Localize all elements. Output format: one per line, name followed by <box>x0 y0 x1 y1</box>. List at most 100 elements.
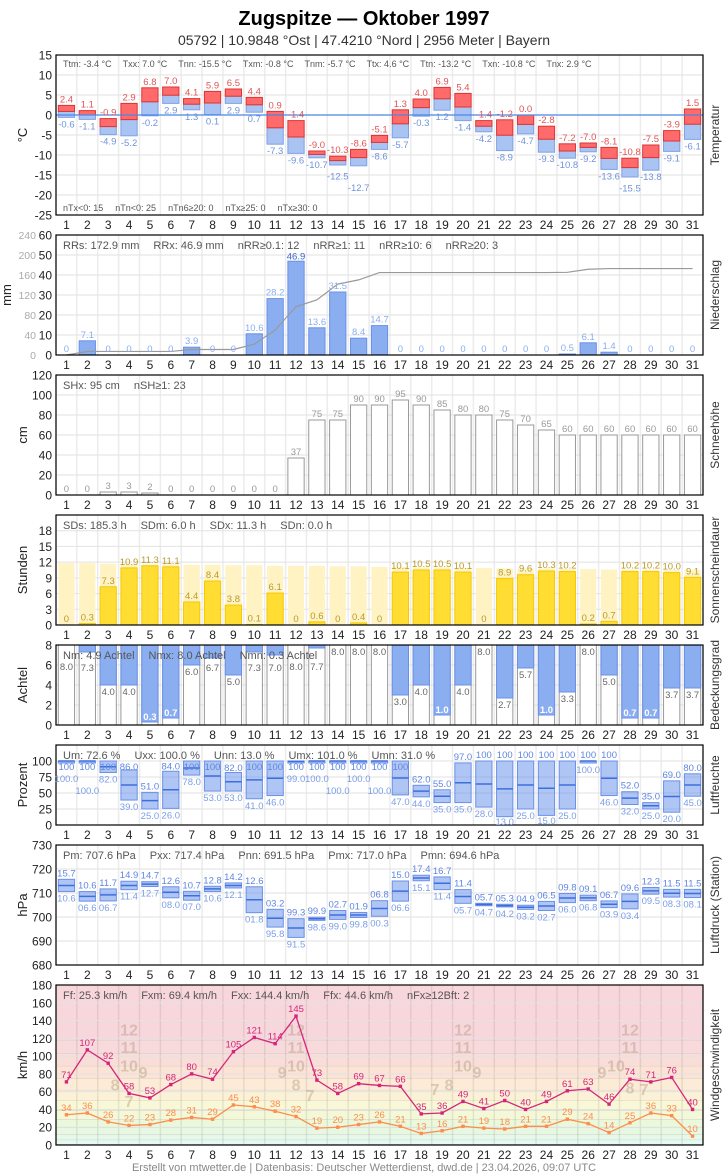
y-tick-label: 2 <box>45 699 52 713</box>
x-tick-label: 17 <box>394 218 408 232</box>
humidity-min-label: 53.0 <box>203 793 222 804</box>
summary-stats: Ttm: -3.4 °C Txx: 7.0 °C Tnn: -15.5 °C Txm:… <box>63 59 592 69</box>
tmax-label: 5.4 <box>456 82 469 93</box>
tmax-bar <box>141 87 159 103</box>
gust-point <box>544 1099 549 1104</box>
tmax-bar <box>391 109 410 125</box>
stat-item: Nm: 4.9 Achtel <box>63 650 135 662</box>
x-tick-label: 23 <box>519 498 533 512</box>
pressure-min-label: 99.8 <box>349 919 368 930</box>
plot-frame <box>55 984 704 1146</box>
mean-wind-label: 36 <box>646 1101 657 1112</box>
tmax-bar <box>454 92 472 108</box>
clear-sky-bar <box>558 644 576 693</box>
x-tick-label: 13 <box>310 968 324 982</box>
gust-label: 145 <box>288 1004 304 1015</box>
tmax-label: 7.0 <box>164 76 177 87</box>
x-tick-label: 30 <box>665 968 679 982</box>
humidity-min-label: 25.0 <box>558 811 577 822</box>
x-tick-label: 16 <box>373 498 387 512</box>
tmax-label: -8.6 <box>350 138 366 149</box>
gust-point <box>336 1091 340 1096</box>
x-tick-label: 1 <box>63 1148 70 1162</box>
tmin-label: -12.5 <box>327 172 349 183</box>
pressure-min-label: 11.4 <box>120 892 138 903</box>
summary-stats: Nm: 4.9 Achtel Nmx: 8.0 Achtel Nmn: 0.3 Ac… <box>63 650 317 662</box>
sun-label: 10.1 <box>454 561 473 572</box>
tmin-label: 2.9 <box>164 105 177 116</box>
tmax-bar <box>224 88 243 97</box>
x-tick-label: 3 <box>105 728 112 742</box>
precip-label: 31.5 <box>329 281 348 292</box>
sun-label: 0.7 <box>602 610 615 621</box>
x-tick-label: 29 <box>644 218 658 232</box>
stat-item: RRx: 46.9 mm <box>153 240 223 252</box>
stat-item: Fxm: 69.4 km/h <box>141 990 217 1002</box>
pressure-max-label: 99.9 <box>308 906 327 917</box>
tmin-label: -10.8 <box>557 160 579 171</box>
cloud-label: 7.3 <box>248 663 261 674</box>
tmax-bar <box>558 143 576 152</box>
panel-title: Luftfeuchte <box>708 755 722 815</box>
gust-label: 36 <box>437 1101 448 1112</box>
x-tick-label: 26 <box>582 498 596 512</box>
x-tick-label: 25 <box>561 498 575 512</box>
snow-label: 60 <box>646 424 657 435</box>
tmin-label: -12.7 <box>348 183 370 194</box>
x-tick-label: 23 <box>519 968 533 982</box>
mean-wind-label: 16 <box>437 1119 448 1130</box>
gust-label: 35 <box>416 1102 427 1113</box>
x-tick-label: 12 <box>289 218 303 232</box>
sun-bar <box>412 569 430 626</box>
mean-wind-label: 23 <box>353 1113 364 1124</box>
precip-label: 0 <box>502 344 507 355</box>
tmin-label: -8.9 <box>497 153 513 164</box>
pressure-min-label: 09.5 <box>642 896 661 907</box>
snow-bar <box>558 434 576 496</box>
sun-label: 8.9 <box>498 567 511 578</box>
tmax-bar <box>496 119 514 136</box>
pressure-max-label: 06.8 <box>370 890 389 901</box>
pressure-min-label: 04.7 <box>475 908 494 919</box>
tmin-bar <box>203 102 222 116</box>
mean-wind-label: 34 <box>61 1103 72 1114</box>
precip-label: 0 <box>64 344 69 355</box>
precip-label: 0 <box>419 344 424 355</box>
x-tick-label: 2 <box>84 358 91 372</box>
beaufort-band <box>56 1040 703 1054</box>
panel-title: Niederschlag <box>708 260 722 330</box>
x-tick-label: 6 <box>167 968 174 982</box>
humidity-max-label: 69.0 <box>662 770 681 781</box>
gust-label: 69 <box>353 1072 364 1083</box>
precip-bar <box>370 325 389 356</box>
mean-wind-point <box>231 1103 236 1107</box>
x-tick-label: 24 <box>540 728 554 742</box>
pressure-min-label: 08.0 <box>162 900 181 911</box>
tmin-label: -9.3 <box>538 154 554 165</box>
x-tick-label: 29 <box>644 728 658 742</box>
stat-item: Txx: 7.0 °C <box>123 59 168 69</box>
gust-point <box>669 1075 674 1080</box>
clear-sky-bar <box>683 644 702 689</box>
cloud-label: 8.0 <box>582 647 595 658</box>
humidity-min-label: 41.0 <box>245 801 264 812</box>
y-axis-label: mm <box>0 284 14 306</box>
mean-wind-label: 21 <box>458 1114 469 1125</box>
possible-sun-bar <box>287 565 305 625</box>
y-tick-label: 60 <box>39 429 53 443</box>
x-tick-label: 21 <box>477 628 491 642</box>
tmax-bar <box>412 98 430 109</box>
gust-point <box>231 1049 236 1054</box>
humidity-min-label: 100.0 <box>75 786 99 797</box>
x-tick-label: 25 <box>561 628 575 642</box>
x-tick-label: 10 <box>248 968 262 982</box>
x-tick-label: 17 <box>394 968 408 982</box>
x-tick-label: 15 <box>352 218 366 232</box>
x-tick-label: 19 <box>435 1148 449 1162</box>
tmax-label: 4.1 <box>185 88 198 99</box>
y-tick-label: 15 <box>39 540 53 554</box>
y-tick-label: 720 <box>32 863 52 877</box>
x-tick-label: 13 <box>310 358 324 372</box>
stat-item: Ttn: -13.2 °C <box>420 59 472 69</box>
y-axis-label: Stunden <box>15 546 30 594</box>
